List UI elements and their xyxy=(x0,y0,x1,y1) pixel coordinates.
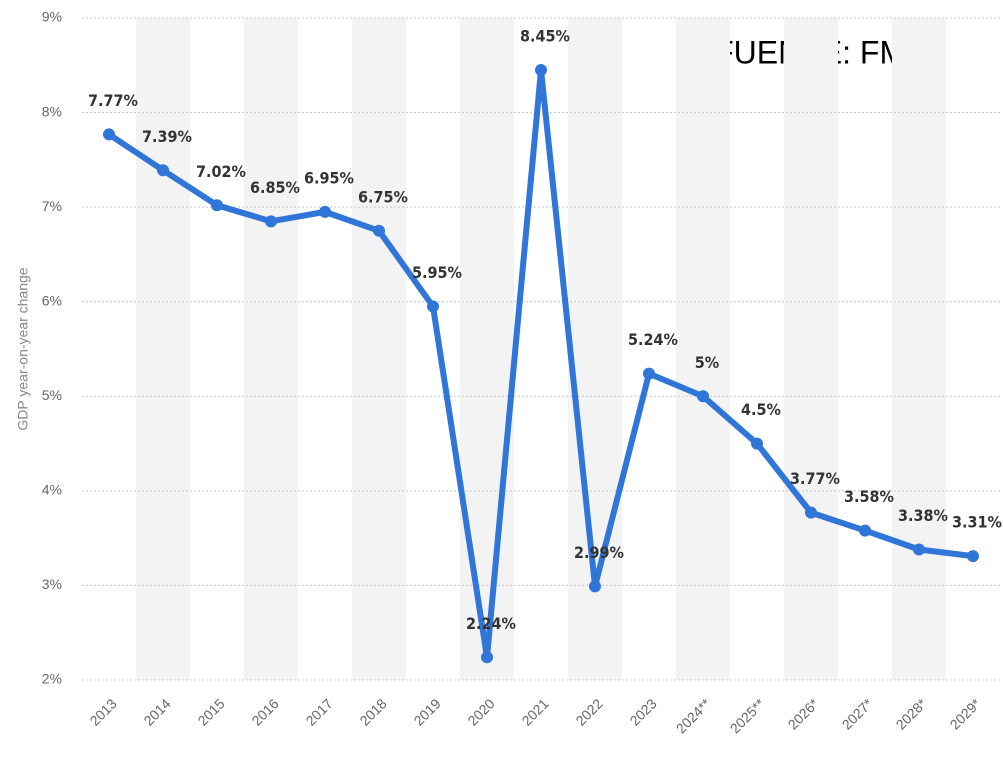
point xyxy=(535,64,547,77)
y-tick-label: 8% xyxy=(42,103,62,119)
value-label: 6.95% xyxy=(304,168,354,187)
x-tick-label: 2027* xyxy=(839,695,877,733)
point xyxy=(859,524,871,537)
band xyxy=(136,18,190,680)
point xyxy=(643,367,655,380)
value-label: 3.31% xyxy=(952,513,1002,532)
point xyxy=(751,437,763,450)
x-tick-label: 2025** xyxy=(727,695,768,736)
point xyxy=(967,550,979,563)
value-label: 2.99% xyxy=(574,543,624,562)
x-tick-label: 2026* xyxy=(785,695,823,733)
value-label: 3.38% xyxy=(898,506,948,525)
point xyxy=(373,224,385,237)
x-tick-label: 2018 xyxy=(356,695,389,728)
y-tick-label: 6% xyxy=(42,292,62,308)
value-label: 3.58% xyxy=(844,487,894,506)
point xyxy=(427,300,439,313)
point xyxy=(211,199,223,212)
y-tick-label: 9% xyxy=(42,9,62,25)
value-label: 4.5% xyxy=(741,400,781,419)
band xyxy=(352,18,406,680)
value-label: 5.95% xyxy=(412,263,462,282)
y-tick-label: 3% xyxy=(42,576,62,592)
value-label: 7.77% xyxy=(88,91,138,110)
point xyxy=(157,164,169,177)
point xyxy=(103,128,115,141)
x-tick-label: 2029* xyxy=(947,695,985,733)
band xyxy=(676,18,730,680)
x-tick-label: 2024** xyxy=(673,695,714,736)
point xyxy=(697,390,709,403)
point xyxy=(481,651,493,664)
x-tick-label: 2023 xyxy=(626,695,659,728)
band xyxy=(460,18,514,680)
value-label: 7.02% xyxy=(196,162,246,181)
y-tick-label: 5% xyxy=(42,387,62,403)
x-tick-label: 2019 xyxy=(410,695,443,728)
point xyxy=(319,205,331,218)
value-label: 2.24% xyxy=(466,614,516,633)
y-tick-label: 2% xyxy=(42,671,62,687)
x-tick-label: 2016 xyxy=(248,695,281,728)
x-tick-label: 2020 xyxy=(464,695,497,728)
line xyxy=(107,67,974,661)
value-label: 3.77% xyxy=(790,469,840,488)
point xyxy=(589,580,601,593)
value-label: 5.24% xyxy=(628,330,678,349)
value-label: 8.45% xyxy=(520,27,570,46)
x-tick-label: 2013 xyxy=(86,695,119,728)
y-axis-label: GDP year-on-year change xyxy=(15,267,31,430)
point xyxy=(265,215,277,228)
background xyxy=(136,18,946,680)
y-tick-label: 4% xyxy=(42,482,62,498)
y-tick-label: 7% xyxy=(42,198,62,214)
value-label: 6.75% xyxy=(358,187,408,206)
x-tick-label: 2028* xyxy=(893,695,931,733)
x-tick-label: 2015 xyxy=(194,695,227,728)
x-tick-label: 2014 xyxy=(140,695,173,728)
x-tick-label: 2017 xyxy=(302,695,335,728)
x-tick-label: 2022 xyxy=(572,695,605,728)
value-label: 7.39% xyxy=(142,127,192,146)
x-tick-label: 2021 xyxy=(518,695,551,728)
point xyxy=(913,543,925,556)
band xyxy=(892,18,946,680)
point xyxy=(805,506,817,519)
value-label: 6.85% xyxy=(250,178,300,197)
value-label: 5% xyxy=(695,353,719,372)
band xyxy=(784,18,838,680)
band xyxy=(244,18,298,680)
